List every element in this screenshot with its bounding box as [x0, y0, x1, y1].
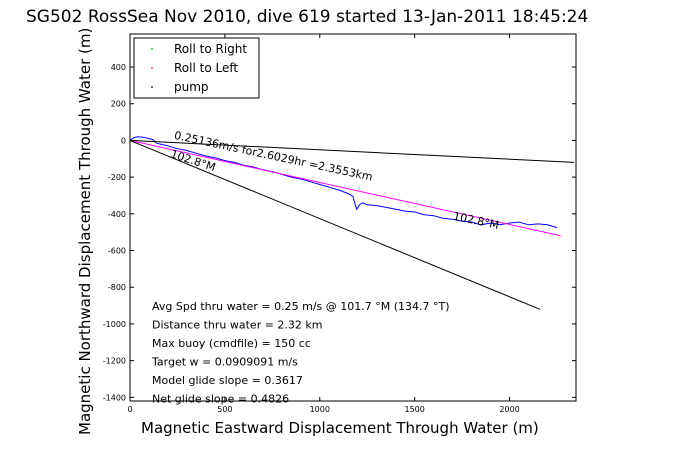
- series-line-1: [129, 136, 558, 229]
- stat-line: Distance thru water = 2.32 km: [152, 319, 323, 332]
- stat-line: Model glide slope = 0.3617: [152, 374, 303, 387]
- y-tick-label: 400: [111, 63, 126, 72]
- y-tick-label: -200: [108, 173, 126, 182]
- stat-line: Net glide slope = 0.4826: [152, 393, 289, 406]
- x-axis-label: Magnetic Eastward Displacement Through W…: [141, 419, 539, 437]
- legend-box: [133, 37, 260, 99]
- y-tick-label: -1200: [103, 357, 126, 366]
- y-tick-label: 0: [121, 136, 126, 145]
- y-tick-label: -800: [108, 283, 126, 292]
- stats-box: Avg Spd thru water = 0.25 m/s @ 101.7 °M…: [151, 300, 450, 406]
- x-tick-label: 0: [127, 405, 132, 414]
- y-tick-label: -1000: [103, 320, 126, 329]
- x-axis-ticks: 0 500 1000 1500 2000: [127, 34, 520, 414]
- y-tick-label: -1400: [103, 393, 126, 402]
- x-tick-label: 1000: [310, 405, 330, 414]
- legend-marker: [151, 67, 153, 69]
- legend-entry: pump: [174, 80, 209, 94]
- legend: Roll to Right Roll to Left pump: [133, 37, 260, 99]
- series-line-4: [129, 139, 541, 310]
- x-tick-label: 2000: [499, 405, 519, 414]
- legend-entry: Roll to Right: [174, 42, 247, 56]
- y-axis-label: Magnetic Northward Displacement Through …: [76, 28, 94, 435]
- legend-marker: [151, 86, 153, 88]
- y-tick-label: -600: [108, 247, 126, 256]
- stat-line: Avg Spd thru water = 0.25 m/s @ 101.7 °M…: [152, 300, 450, 313]
- data-layer: [129, 136, 575, 310]
- stat-line: Max buoy (cmdfile) = 150 cc: [152, 337, 311, 350]
- y-tick-label: -400: [108, 210, 126, 219]
- series-line-3: [129, 139, 575, 163]
- y-tick-label: 200: [111, 100, 126, 109]
- legend-marker: [151, 48, 153, 50]
- legend-entry: Roll to Left: [174, 61, 238, 75]
- stat-line: Target w = 0.0909091 m/s: [151, 356, 298, 369]
- x-tick-label: 500: [217, 405, 232, 414]
- y-axis-ticks: -1400 -1200 -1000 -800 -600 -400 -200 0 200 400: [103, 63, 576, 402]
- plot-area: 0.25136m/s for2.6029hr =2.3553km102.8°M1…: [103, 33, 577, 414]
- series-line-2: [129, 139, 561, 237]
- chart-title: SG502 RossSea Nov 2010, dive 619 started…: [26, 7, 588, 27]
- x-tick-label: 1500: [405, 405, 425, 414]
